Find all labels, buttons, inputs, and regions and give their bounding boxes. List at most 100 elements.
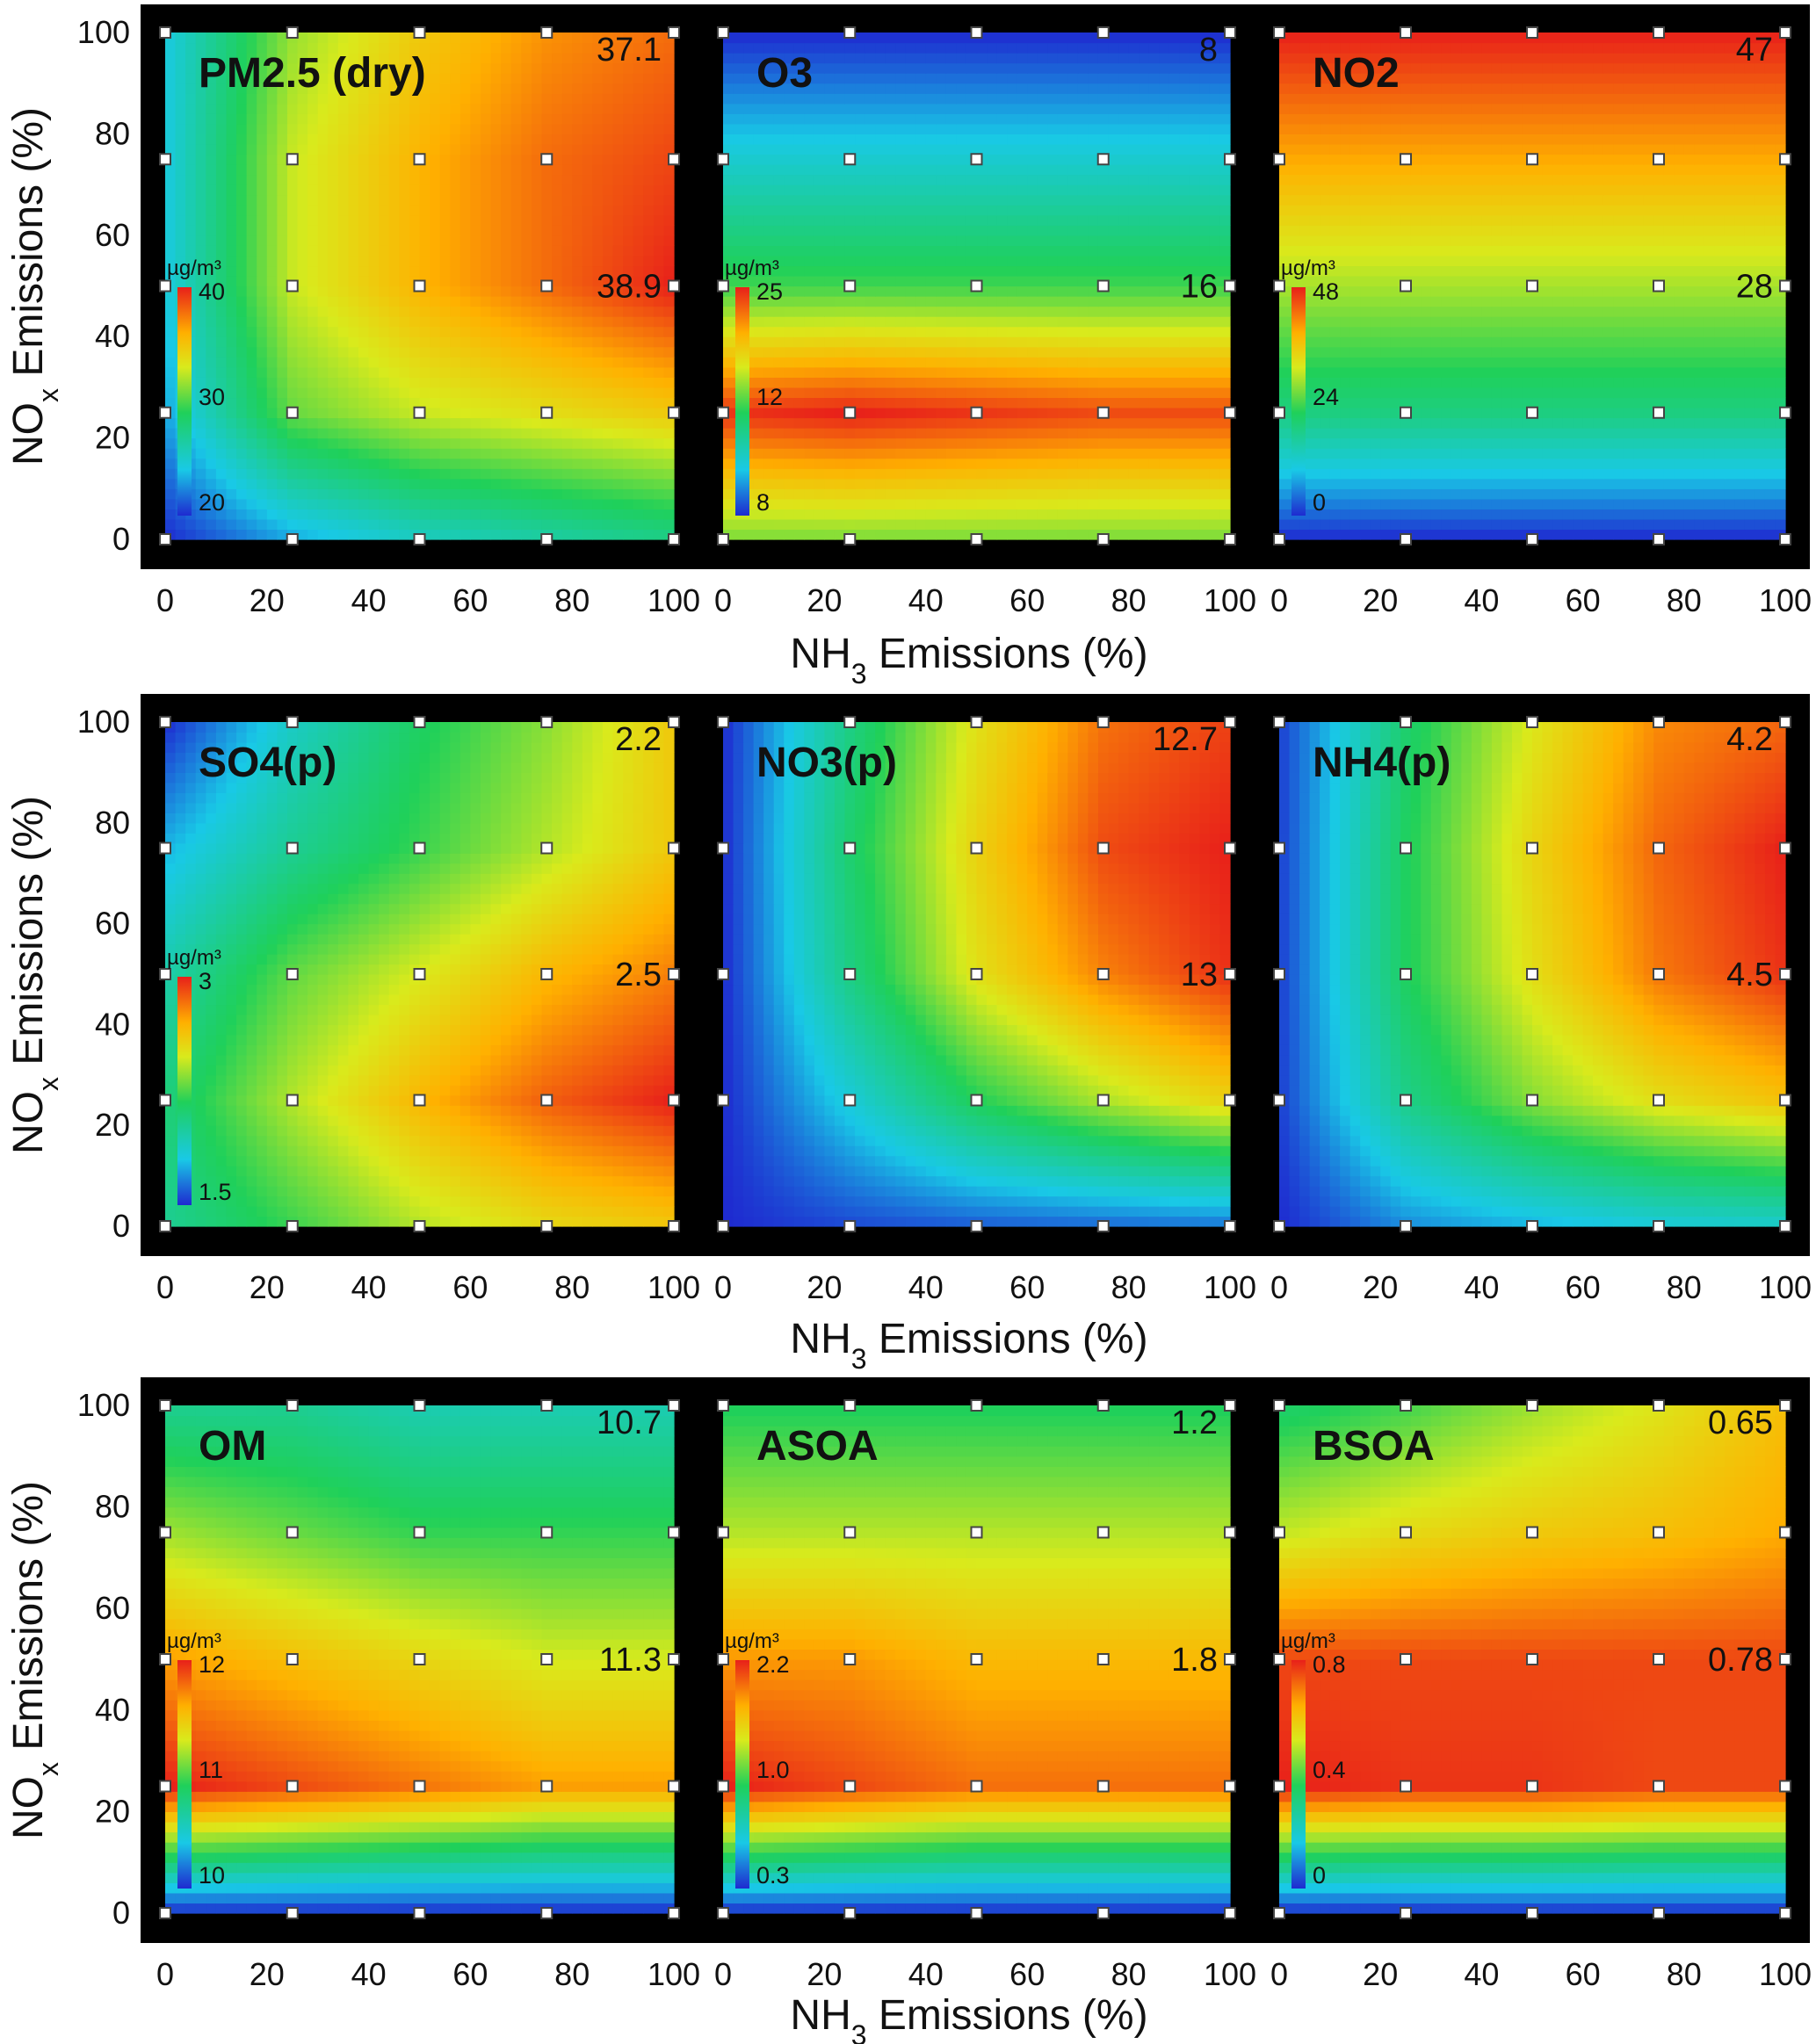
heatmap-cell [389,205,400,215]
heatmap-cell [552,63,562,74]
heatmap-cell [298,144,308,155]
heatmap-cell [906,184,916,195]
heatmap-cell [1067,408,1078,418]
heatmap-cell [1007,367,1017,378]
heatmap-cell [521,225,532,235]
heatmap-cell [592,448,603,459]
heatmap-cell [247,357,257,367]
heatmap-cell [298,205,308,215]
heatmap-cell [399,387,409,398]
heatmap-cell [886,235,896,246]
heatmap-cell [946,499,957,509]
heatmap-cell [844,235,855,246]
heatmap-cell [216,134,227,144]
heatmap-cell [1149,113,1160,124]
heatmap-cell [1219,256,1230,266]
heatmap-cell [1199,73,1210,83]
heatmap-cell [915,347,926,358]
heatmap-cell [1038,367,1048,378]
heatmap-cell [481,113,491,124]
heatmap-cell [774,367,785,378]
heatmap-cell [307,256,318,266]
heatmap-cell [977,316,988,327]
heatmap-cell [379,215,389,226]
heatmap-cell [440,367,451,378]
heatmap-cell [956,113,966,124]
heatmap-cell [399,195,409,206]
heatmap-cell [1129,256,1140,266]
heatmap-cell [997,154,1008,164]
heatmap-cell [247,245,257,256]
heatmap-cell [633,459,644,469]
heatmap-cell [572,124,582,134]
heatmap-cell [865,43,876,54]
heatmap-cell [633,438,644,449]
heatmap-cell [185,205,196,215]
heatmap-cell [1149,154,1160,164]
heatmap-cell [420,113,430,124]
heatmap-cell [287,164,298,175]
heatmap-cell [267,387,278,398]
heatmap-cell [450,83,460,94]
heatmap-cell [511,265,522,276]
heatmap-cell [1219,367,1230,378]
heatmap-cell [420,499,430,509]
heatmap-cell [247,205,257,215]
heatmap-cell [358,347,369,358]
heatmap-cell [287,195,298,206]
heatmap-cell [835,357,845,367]
heatmap-cell [399,286,409,297]
heatmap-cell [1190,357,1200,367]
heatmap-cell [389,387,400,398]
heatmap-cell [185,215,196,226]
heatmap-cell [613,307,624,317]
heatmap-cell [562,215,573,226]
heatmap-cell [552,43,562,54]
heatmap-cell [613,448,624,459]
heatmap-cell [592,307,603,317]
heatmap-cell [541,499,552,509]
heatmap-cell [328,164,338,175]
heatmap-cell [844,265,855,276]
heatmap-cell [572,488,582,499]
heatmap-cell [865,205,876,215]
heatmap-cell [592,225,603,235]
heatmap-cell [794,124,805,134]
heatmap-cell [794,336,805,347]
heatmap-cell [450,377,460,387]
heatmap-cell [1007,215,1017,226]
heatmap-cell [491,215,502,226]
heatmap-cell [835,479,845,489]
heatmap-cell [1047,377,1058,387]
heatmap-cell [1038,327,1048,337]
heatmap-cell [552,265,562,276]
heatmap-cell [1169,215,1180,226]
heatmap-cell [206,205,216,215]
heatmap-cell [875,296,886,307]
heatmap-cell [743,215,754,226]
heatmap-cell [865,286,876,297]
heatmap-cell [886,428,896,438]
heatmap-cell [358,316,369,327]
heatmap-cell [946,448,957,459]
heatmap-cell [358,154,369,164]
heatmap-cell [369,316,380,327]
heatmap-cell [521,245,532,256]
heatmap-cell [277,509,287,519]
heatmap-cell [915,488,926,499]
heatmap-cell [379,327,389,337]
heatmap-cell [835,499,845,509]
heatmap-cell [1027,529,1038,539]
heatmap-cell [338,438,349,449]
heatmap-cell [277,438,287,449]
heatmap-cell [956,438,966,449]
heatmap-cell [926,296,937,307]
heatmap-cell [997,347,1008,358]
heatmap-cell [206,104,216,114]
heatmap-cell [247,296,257,307]
heatmap-cell [541,63,552,74]
heatmap-cell [1179,175,1190,185]
heatmap-cell [541,53,552,63]
heatmap-cell [886,488,896,499]
heatmap-cell [562,184,573,195]
